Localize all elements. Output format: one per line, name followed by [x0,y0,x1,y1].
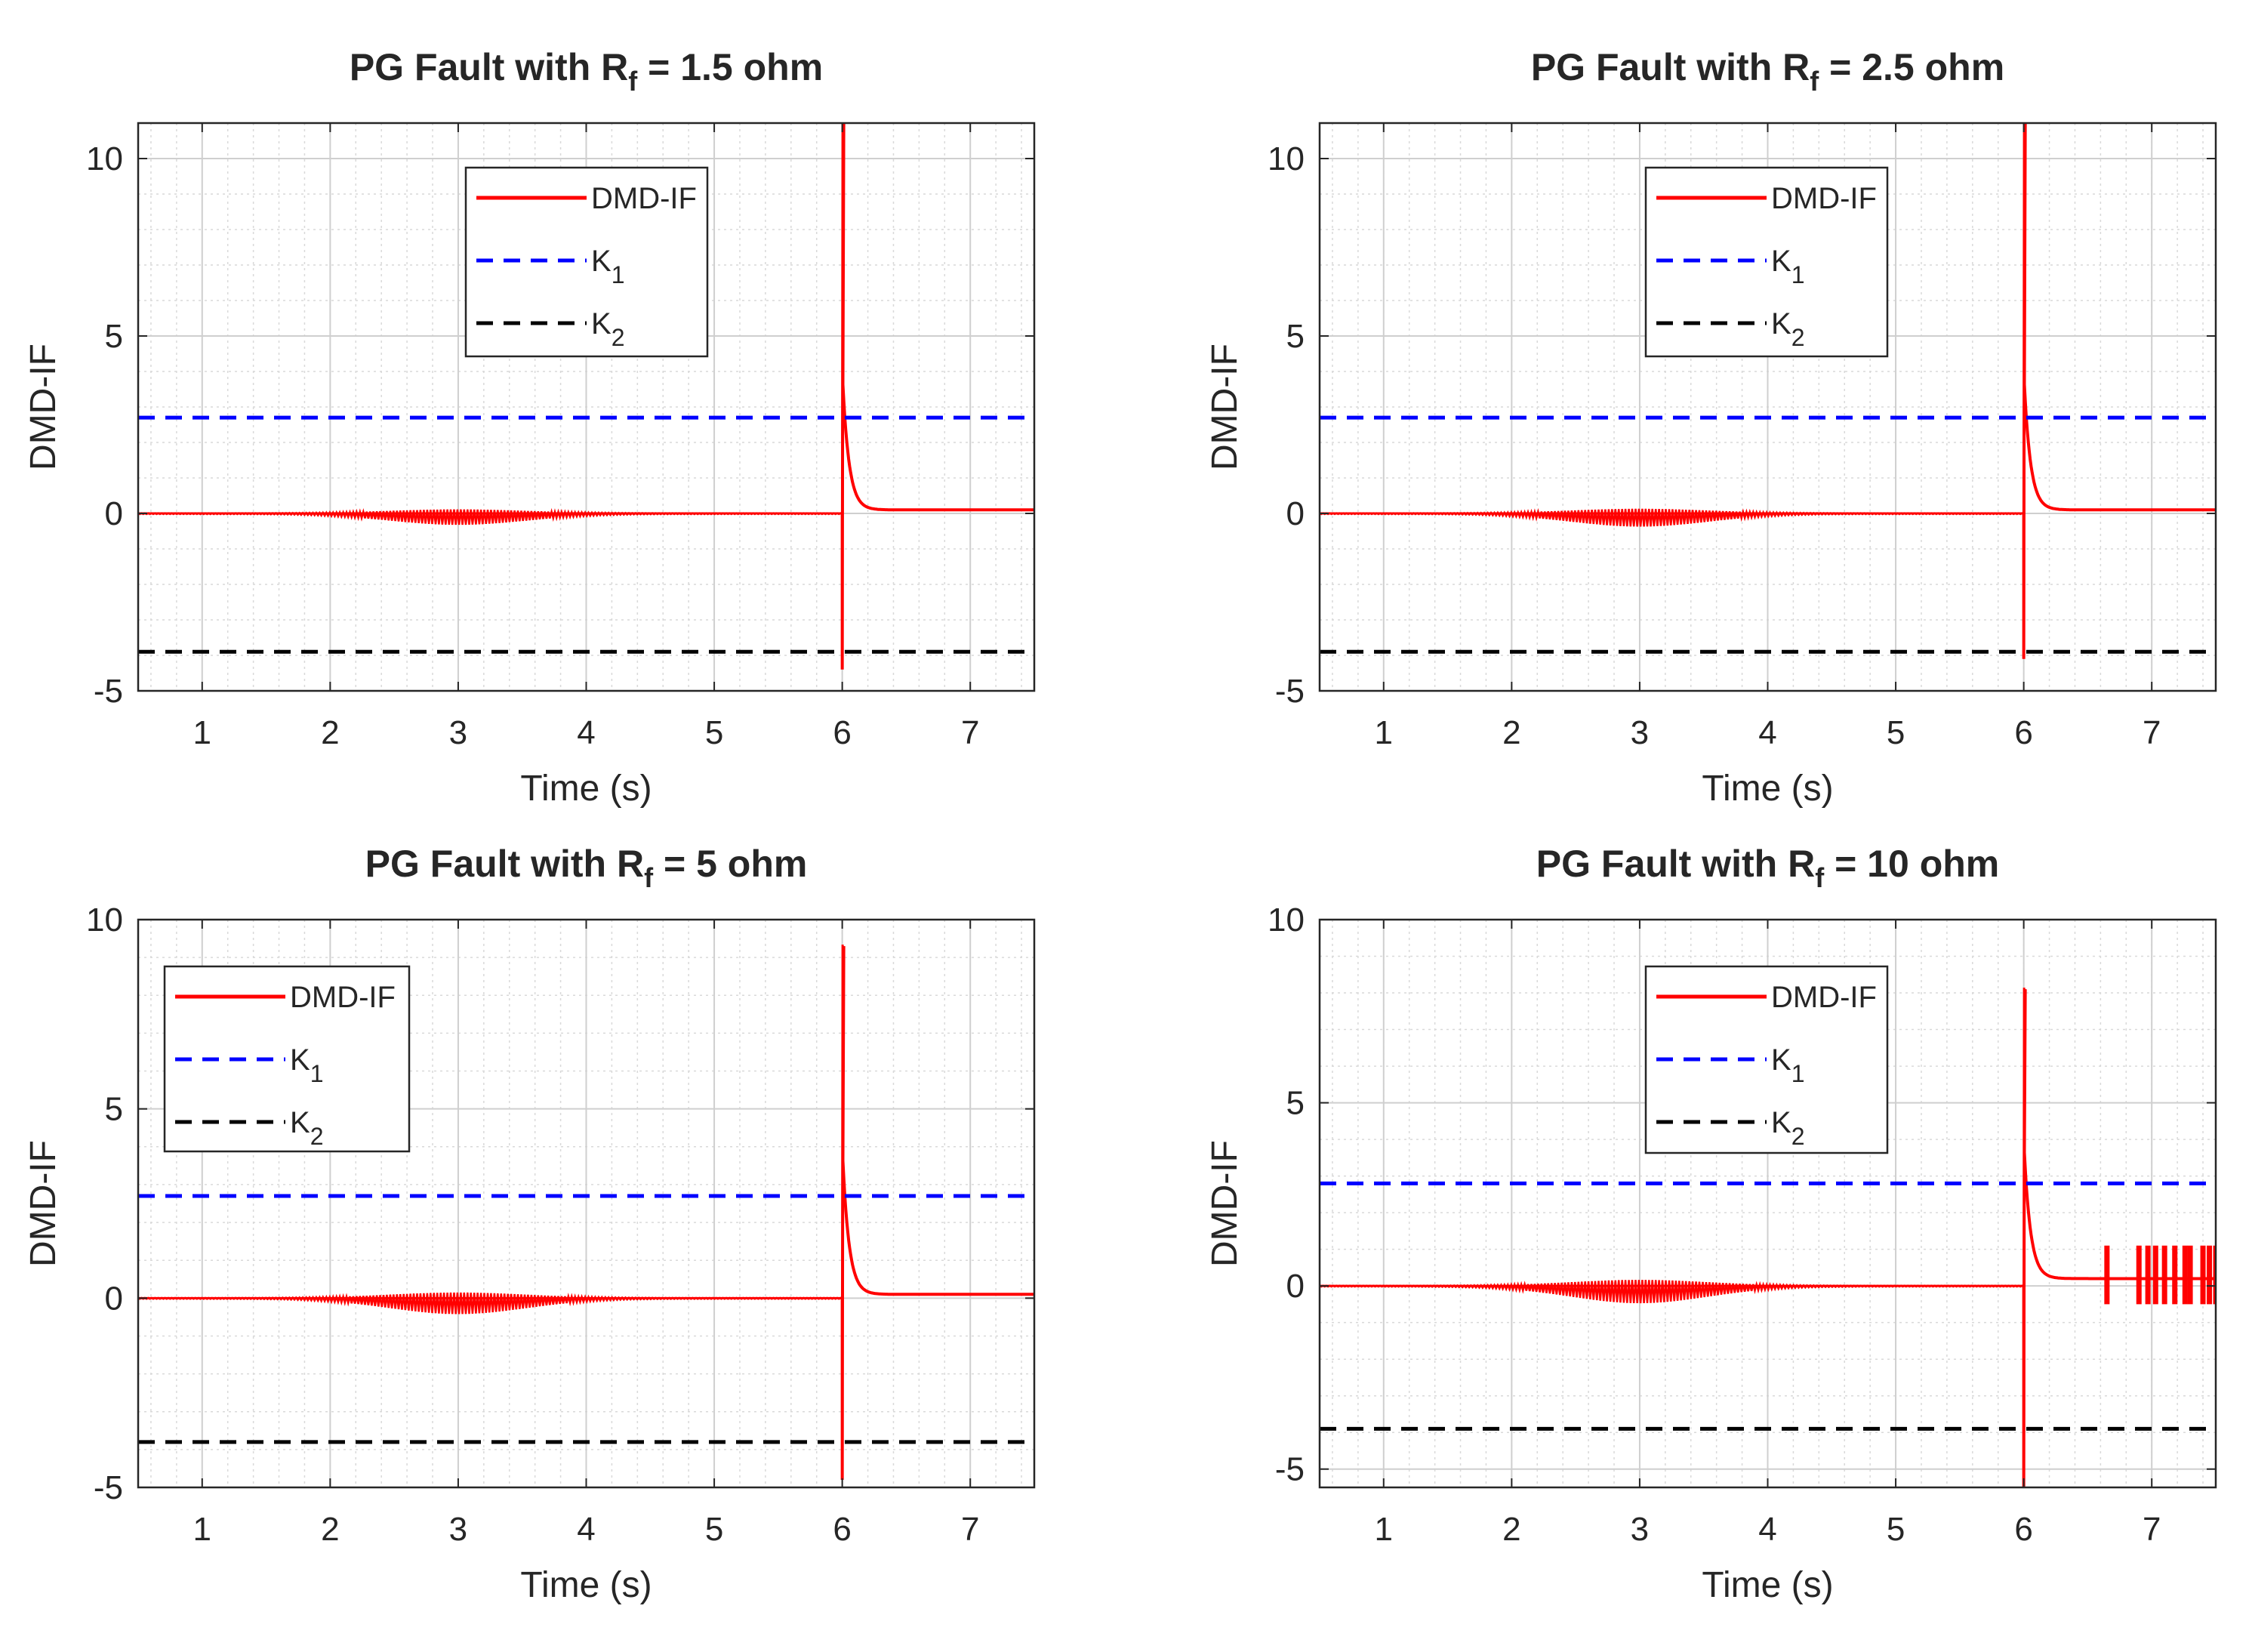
y-tick-label: 5 [105,318,123,355]
x-tick-label: 5 [705,1511,723,1548]
legend-label-k1: K1 [290,1043,323,1087]
x-tick-label: 5 [1887,714,1905,751]
x-tick-label: 7 [2143,714,2161,751]
x-axis-label: Time (s) [520,1565,652,1605]
y-tick-label: -5 [1275,673,1305,710]
x-tick-label: 6 [833,714,851,751]
x-tick-label: 3 [449,1511,467,1548]
x-tick-label: 6 [2014,714,2032,751]
chart-title: PG Fault with Rf = 1.5 ohm [350,46,823,97]
x-tick-label: 7 [961,1511,979,1548]
chart-title: PG Fault with Rf = 10 ohm [1536,843,1999,893]
y-tick-label: 10 [1268,140,1305,177]
x-tick-label: 4 [577,1511,595,1548]
series-layer [138,945,1034,1480]
y-tick-label: -5 [94,673,123,710]
y-tick-label: 10 [86,902,123,938]
chart-panel-3: 1 2 3 4 5 6 7 -5 0 5 10 Time (s) DMD-IF PG Fault with… [23,843,1036,1605]
y-tick-label: 0 [105,495,123,532]
y-axis-label: DMD-IF [23,344,63,470]
x-tick-label: 1 [1375,1511,1393,1548]
legend: DMD-IF K1 K2 [163,965,411,1153]
series-layer [1320,123,2216,659]
dmd-if-decay [841,123,1034,512]
x-tick-label: 4 [1758,714,1776,751]
y-tick-label: 5 [1286,1085,1305,1122]
x-tick-label: 7 [961,714,979,751]
legend-label-k2: K2 [1771,307,1804,351]
chart-panel-1: 1 2 3 4 5 6 7 -5 0 5 10 Time (s) DMD-IF PG Fault with… [23,46,1036,809]
x-tick-label: 4 [1758,1511,1776,1548]
x-tick-label: 1 [1375,714,1393,751]
legend-label-dmd-if: DMD-IF [1771,182,1877,215]
series-layer [138,123,1034,670]
series-layer [1320,988,2216,1487]
y-tick-label: 0 [1286,1268,1305,1305]
x-tick-label: 5 [705,714,723,751]
y-tick-label: -5 [1275,1451,1305,1488]
y-tick-label: 0 [1286,495,1305,532]
x-axis-label: Time (s) [520,769,652,809]
x-tick-label: 3 [449,714,467,751]
x-tick-label: 2 [1502,1511,1520,1548]
x-tick-label: 1 [193,1511,211,1548]
y-axis-label: DMD-IF [1205,344,1245,470]
x-tick-label: 3 [1631,714,1649,751]
x-tick-label: 1 [193,714,211,751]
x-tick-label: 7 [2143,1511,2161,1548]
x-axis-label: Time (s) [1702,1565,1833,1605]
y-tick-label: -5 [94,1469,123,1506]
x-axis-label: Time (s) [1702,769,1833,809]
chart-panel-2: 1 2 3 4 5 6 7 -5 0 5 10 Time (s) DMD-IF PG Fault with… [1205,46,2217,809]
y-axis-label: DMD-IF [23,1140,63,1267]
dmd-if-decay [2022,123,2216,512]
legend-label-k2: K2 [591,307,624,351]
x-tick-label: 2 [321,1511,339,1548]
y-axis-label: DMD-IF [1205,1140,1245,1267]
x-tick-label: 6 [2014,1511,2032,1548]
legend-label-dmd-if: DMD-IF [591,182,697,215]
y-tick-label: 10 [86,140,123,177]
legend-label-k1: K1 [591,245,624,288]
legend: DMD-IF K1 K2 [1644,965,1889,1154]
x-tick-label: 6 [833,1511,851,1548]
y-tick-label: 10 [1268,902,1305,938]
legend-label-k2: K2 [1771,1106,1804,1150]
legend: DMD-IF K1 K2 [1644,166,1889,358]
legend-label-k2: K2 [290,1106,323,1150]
x-tick-label: 4 [577,714,595,751]
x-tick-label: 3 [1631,1511,1649,1548]
chart-title: PG Fault with Rf = 5 ohm [365,843,808,893]
legend-label-k1: K1 [1771,1043,1804,1087]
chart-panel-4: 1 2 3 4 5 6 7 -5 0 5 10 Time (s) DMD-IF PG Fault with… [1205,843,2217,1605]
legend-label-dmd-if: DMD-IF [290,981,396,1014]
y-tick-label: 5 [105,1091,123,1128]
chart-title: PG Fault with Rf = 2.5 ohm [1531,46,2004,97]
y-tick-label: 5 [1286,318,1305,355]
legend-label-dmd-if: DMD-IF [1771,981,1877,1014]
legend: DMD-IF K1 K2 [464,166,709,358]
legend-label-k1: K1 [1771,245,1804,288]
x-tick-label: 2 [321,714,339,751]
dmd-if-spike [840,945,845,1480]
x-tick-label: 2 [1502,714,1520,751]
x-tick-label: 5 [1887,1511,1905,1548]
y-tick-label: 0 [105,1280,123,1317]
dmd-if-decay [841,946,1034,1296]
